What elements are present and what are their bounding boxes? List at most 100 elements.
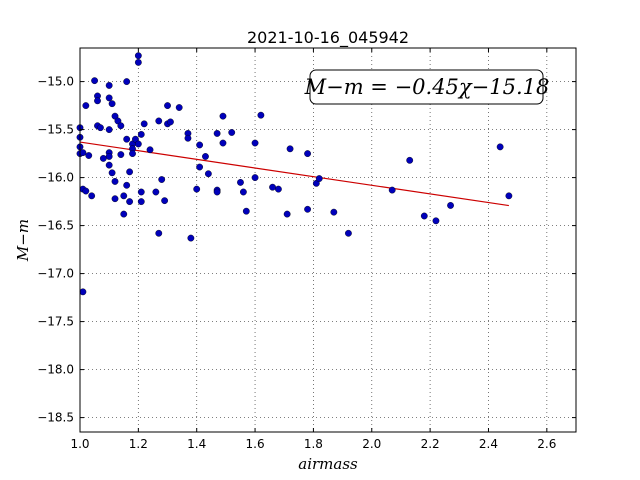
data-point — [105, 94, 113, 102]
data-point — [184, 134, 192, 142]
data-point — [496, 143, 504, 151]
fit-annotation-text: M−m = −0.45χ−15.18 — [304, 75, 550, 99]
data-point — [251, 139, 259, 147]
data-point — [137, 130, 145, 138]
x-tick-label: 2.6 — [537, 437, 556, 451]
data-point — [175, 104, 183, 111]
data-point — [228, 129, 236, 136]
data-point — [269, 183, 276, 191]
chart-title: 2021-10-16_045942 — [247, 28, 409, 48]
y-tick-label: −15.5 — [37, 123, 74, 137]
data-point — [505, 192, 513, 200]
data-point — [447, 202, 454, 209]
data-point — [88, 192, 96, 200]
data-point — [94, 97, 101, 105]
data-point — [237, 178, 244, 186]
data-point — [304, 205, 311, 213]
y-tick-label: −18.5 — [37, 411, 74, 425]
data-point — [123, 78, 131, 86]
data-point — [79, 149, 87, 157]
data-point — [315, 175, 323, 182]
data-point — [219, 139, 227, 147]
data-point — [213, 130, 221, 137]
data-point — [105, 126, 113, 134]
data-point — [82, 102, 90, 110]
y-axis-label: M−m — [14, 219, 32, 262]
data-point — [117, 122, 125, 130]
y-tick-label: −16.5 — [37, 219, 74, 233]
data-point — [108, 100, 116, 108]
x-tick-label: 2.4 — [479, 437, 498, 451]
data-point — [105, 161, 113, 169]
y-tick-label: −17.5 — [37, 315, 74, 329]
plot-frame — [79, 47, 577, 433]
data-point — [152, 188, 160, 196]
data-point — [274, 185, 282, 193]
data-point — [251, 174, 259, 182]
data-point — [123, 181, 131, 189]
x-tick-label: 1.2 — [129, 437, 148, 451]
data-point — [99, 154, 107, 162]
data-point — [204, 170, 212, 178]
data-point — [242, 207, 250, 215]
scatter-points — [76, 52, 513, 296]
x-tick-label: 2.0 — [362, 437, 381, 451]
data-point — [134, 59, 142, 66]
data-point — [196, 163, 204, 171]
x-tick-label: 1.6 — [246, 437, 265, 451]
fit-annotation: M−m = −0.45χ−15.18 — [304, 69, 550, 105]
data-point — [219, 112, 227, 120]
data-point — [97, 124, 104, 132]
data-point — [123, 135, 131, 143]
grid-lines — [79, 48, 576, 432]
data-point — [432, 217, 440, 225]
y-tick-label: −17.0 — [37, 267, 74, 281]
data-point — [85, 152, 93, 159]
data-point — [134, 52, 142, 60]
data-point — [91, 77, 98, 85]
x-tick-label: 1.8 — [304, 437, 323, 451]
x-tick-labels: 1.0 1.2 1.4 1.6 1.8 2.0 2.2 2.4 2.6 — [70, 437, 556, 451]
data-point — [202, 153, 209, 160]
data-point — [167, 118, 174, 126]
data-point — [239, 188, 247, 196]
data-point — [388, 186, 396, 194]
data-point — [82, 187, 90, 195]
data-point — [155, 117, 163, 125]
x-tick-label: 1.0 — [70, 437, 89, 451]
y-tick-label: −16.0 — [37, 171, 74, 185]
x-axis-label: airmass — [298, 455, 358, 473]
data-point — [137, 198, 145, 206]
data-point — [161, 197, 169, 205]
data-point — [120, 210, 128, 218]
axis-ticks — [79, 48, 576, 432]
data-point — [345, 229, 352, 237]
data-point — [111, 195, 119, 203]
data-point — [283, 210, 291, 218]
data-point — [155, 229, 163, 237]
data-point — [304, 150, 311, 158]
data-point — [330, 208, 338, 216]
fit-annotation-box — [309, 69, 544, 105]
data-point — [105, 153, 113, 160]
y-tick-label: −15.0 — [37, 75, 74, 89]
data-point — [187, 234, 195, 242]
data-point — [286, 145, 294, 153]
data-point — [146, 146, 154, 154]
x-tick-label: 1.4 — [187, 437, 206, 451]
data-point — [117, 151, 125, 158]
data-point — [79, 288, 87, 296]
data-point — [137, 188, 145, 196]
data-point — [111, 178, 119, 185]
data-point — [257, 111, 265, 119]
data-point — [213, 188, 221, 196]
data-point — [164, 102, 171, 110]
data-point — [406, 156, 414, 164]
data-point — [129, 150, 136, 158]
y-tick-labels: −15.0 −15.5 −16.0 −16.5 −17.0 −17.5 −18.0 −18.5 — [37, 75, 74, 425]
data-point — [120, 192, 128, 200]
data-point — [420, 212, 428, 220]
data-point — [126, 198, 134, 206]
data-point — [108, 169, 116, 177]
